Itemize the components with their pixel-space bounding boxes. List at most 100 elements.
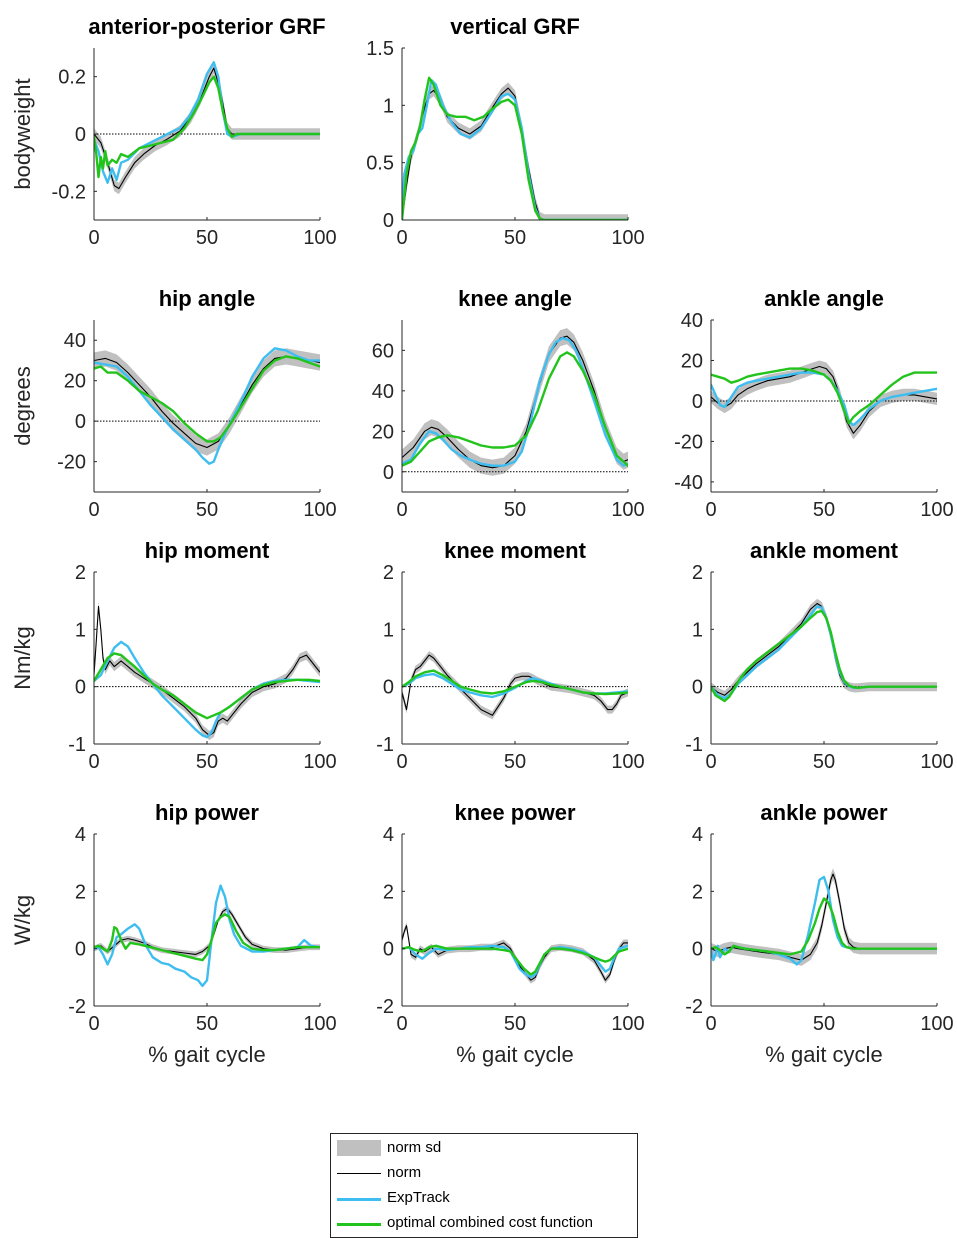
y-tick-label: 2 <box>692 562 703 584</box>
y-tick-label: -20 <box>57 452 86 474</box>
x-tick-label: 100 <box>611 1013 644 1035</box>
y-tick-label: -20 <box>674 431 703 453</box>
y-tick-label: 40 <box>681 310 703 332</box>
legend-swatch <box>337 1173 381 1174</box>
panel-title: hip moment <box>145 538 270 563</box>
exptrack-line <box>94 61 320 184</box>
y-tick-label: 1 <box>692 619 703 641</box>
panel-hip-angle: 0 50 100 -20 0 20 40 hip angle degrees <box>10 286 337 521</box>
optimal-line <box>94 355 320 443</box>
optimal-line <box>402 669 628 696</box>
x-tick-label: 0 <box>705 499 716 521</box>
y-tick-label: -2 <box>68 996 86 1018</box>
y-axis-label: Nm/kg <box>10 626 35 690</box>
legend-label: norm <box>387 1164 422 1181</box>
y-tick-label: 1 <box>383 95 394 117</box>
y-tick-label: 0 <box>692 677 703 699</box>
panel-title: knee power <box>454 800 575 825</box>
x-tick-label: 0 <box>396 751 407 773</box>
y-tick-label: -2 <box>376 996 394 1018</box>
y-tick-label: 40 <box>64 330 86 352</box>
optimal-line <box>711 897 937 956</box>
x-tick-label: 50 <box>504 227 526 249</box>
y-tick-label: -1 <box>685 734 703 756</box>
norm-sd-band <box>402 651 628 720</box>
x-tick-label: 50 <box>504 751 526 773</box>
optimal-line <box>402 76 628 220</box>
y-tick-label: 40 <box>372 381 394 403</box>
y-tick-label: 2 <box>383 881 394 903</box>
y-tick-label: 4 <box>383 824 394 846</box>
optimal-line <box>402 351 628 467</box>
x-tick-label: 100 <box>920 751 953 773</box>
legend-swatch <box>337 1198 381 1201</box>
norm-line <box>711 602 937 696</box>
y-tick-label: -1 <box>68 734 86 756</box>
legend-label: optimal combined cost function <box>387 1214 593 1231</box>
x-axis-label: % gait cycle <box>456 1042 573 1067</box>
x-tick-label: 50 <box>196 751 218 773</box>
panel-title: anterior-posterior GRF <box>88 14 325 39</box>
x-axis-label: % gait cycle <box>148 1042 265 1067</box>
x-tick-label: 0 <box>705 751 716 773</box>
x-tick-label: 50 <box>196 227 218 249</box>
y-axis-label: degrees <box>10 366 35 446</box>
legend-item: norm <box>331 1161 637 1185</box>
y-tick-label: 0 <box>692 939 703 961</box>
panel-ankle-angle: 0 50 100 -40 -20 0 20 40 ankle angle <box>674 286 954 521</box>
y-tick-label: -0.2 <box>52 181 86 203</box>
x-axis-label: % gait cycle <box>765 1042 882 1067</box>
legend-item: ExpTrack <box>331 1186 637 1210</box>
y-tick-label: 1 <box>75 619 86 641</box>
exptrack-line <box>402 78 628 220</box>
legend-label: ExpTrack <box>387 1189 450 1206</box>
panel-title: knee moment <box>444 538 586 563</box>
norm-sd-band <box>94 348 320 456</box>
x-tick-label: 50 <box>813 499 835 521</box>
x-tick-label: 50 <box>813 1013 835 1035</box>
x-tick-label: 50 <box>196 1013 218 1035</box>
x-tick-label: 100 <box>611 499 644 521</box>
x-tick-label: 100 <box>611 227 644 249</box>
x-tick-label: 100 <box>303 227 336 249</box>
legend: norm sd norm ExpTrack optimal combined cost… <box>330 1133 638 1238</box>
panel-title: vertical GRF <box>450 14 580 39</box>
legend-label: norm sd <box>387 1139 442 1156</box>
y-tick-label: -1 <box>376 734 394 756</box>
x-tick-label: 100 <box>303 751 336 773</box>
optimal-line <box>94 913 320 962</box>
y-tick-label: 60 <box>372 340 394 362</box>
optimal-line <box>711 609 937 703</box>
norm-sd-band <box>402 922 628 984</box>
y-tick-label: -40 <box>674 472 703 494</box>
x-tick-label: 0 <box>396 499 407 521</box>
x-tick-label: 0 <box>88 1013 99 1035</box>
x-tick-label: 50 <box>504 1013 526 1035</box>
y-tick-label: 0 <box>383 677 394 699</box>
exptrack-line <box>402 337 628 467</box>
panel-title: hip angle <box>159 286 256 311</box>
x-tick-label: 100 <box>611 751 644 773</box>
x-tick-label: 100 <box>303 1013 336 1035</box>
x-tick-label: 50 <box>504 499 526 521</box>
y-tick-label: 4 <box>692 824 703 846</box>
legend-item: norm sd <box>331 1136 637 1160</box>
y-tick-label: 0.2 <box>58 67 86 89</box>
y-tick-label: 0 <box>692 391 703 413</box>
x-tick-label: 0 <box>705 1013 716 1035</box>
y-axis-label: W/kg <box>10 895 35 945</box>
exptrack-line <box>402 944 628 979</box>
panel-title: ankle power <box>760 800 888 825</box>
x-tick-label: 50 <box>196 499 218 521</box>
y-tick-label: 0 <box>383 210 394 232</box>
x-tick-label: 100 <box>920 499 953 521</box>
panel-title: knee angle <box>458 286 572 311</box>
y-tick-label: 4 <box>75 824 86 846</box>
x-tick-label: 0 <box>396 1013 407 1035</box>
